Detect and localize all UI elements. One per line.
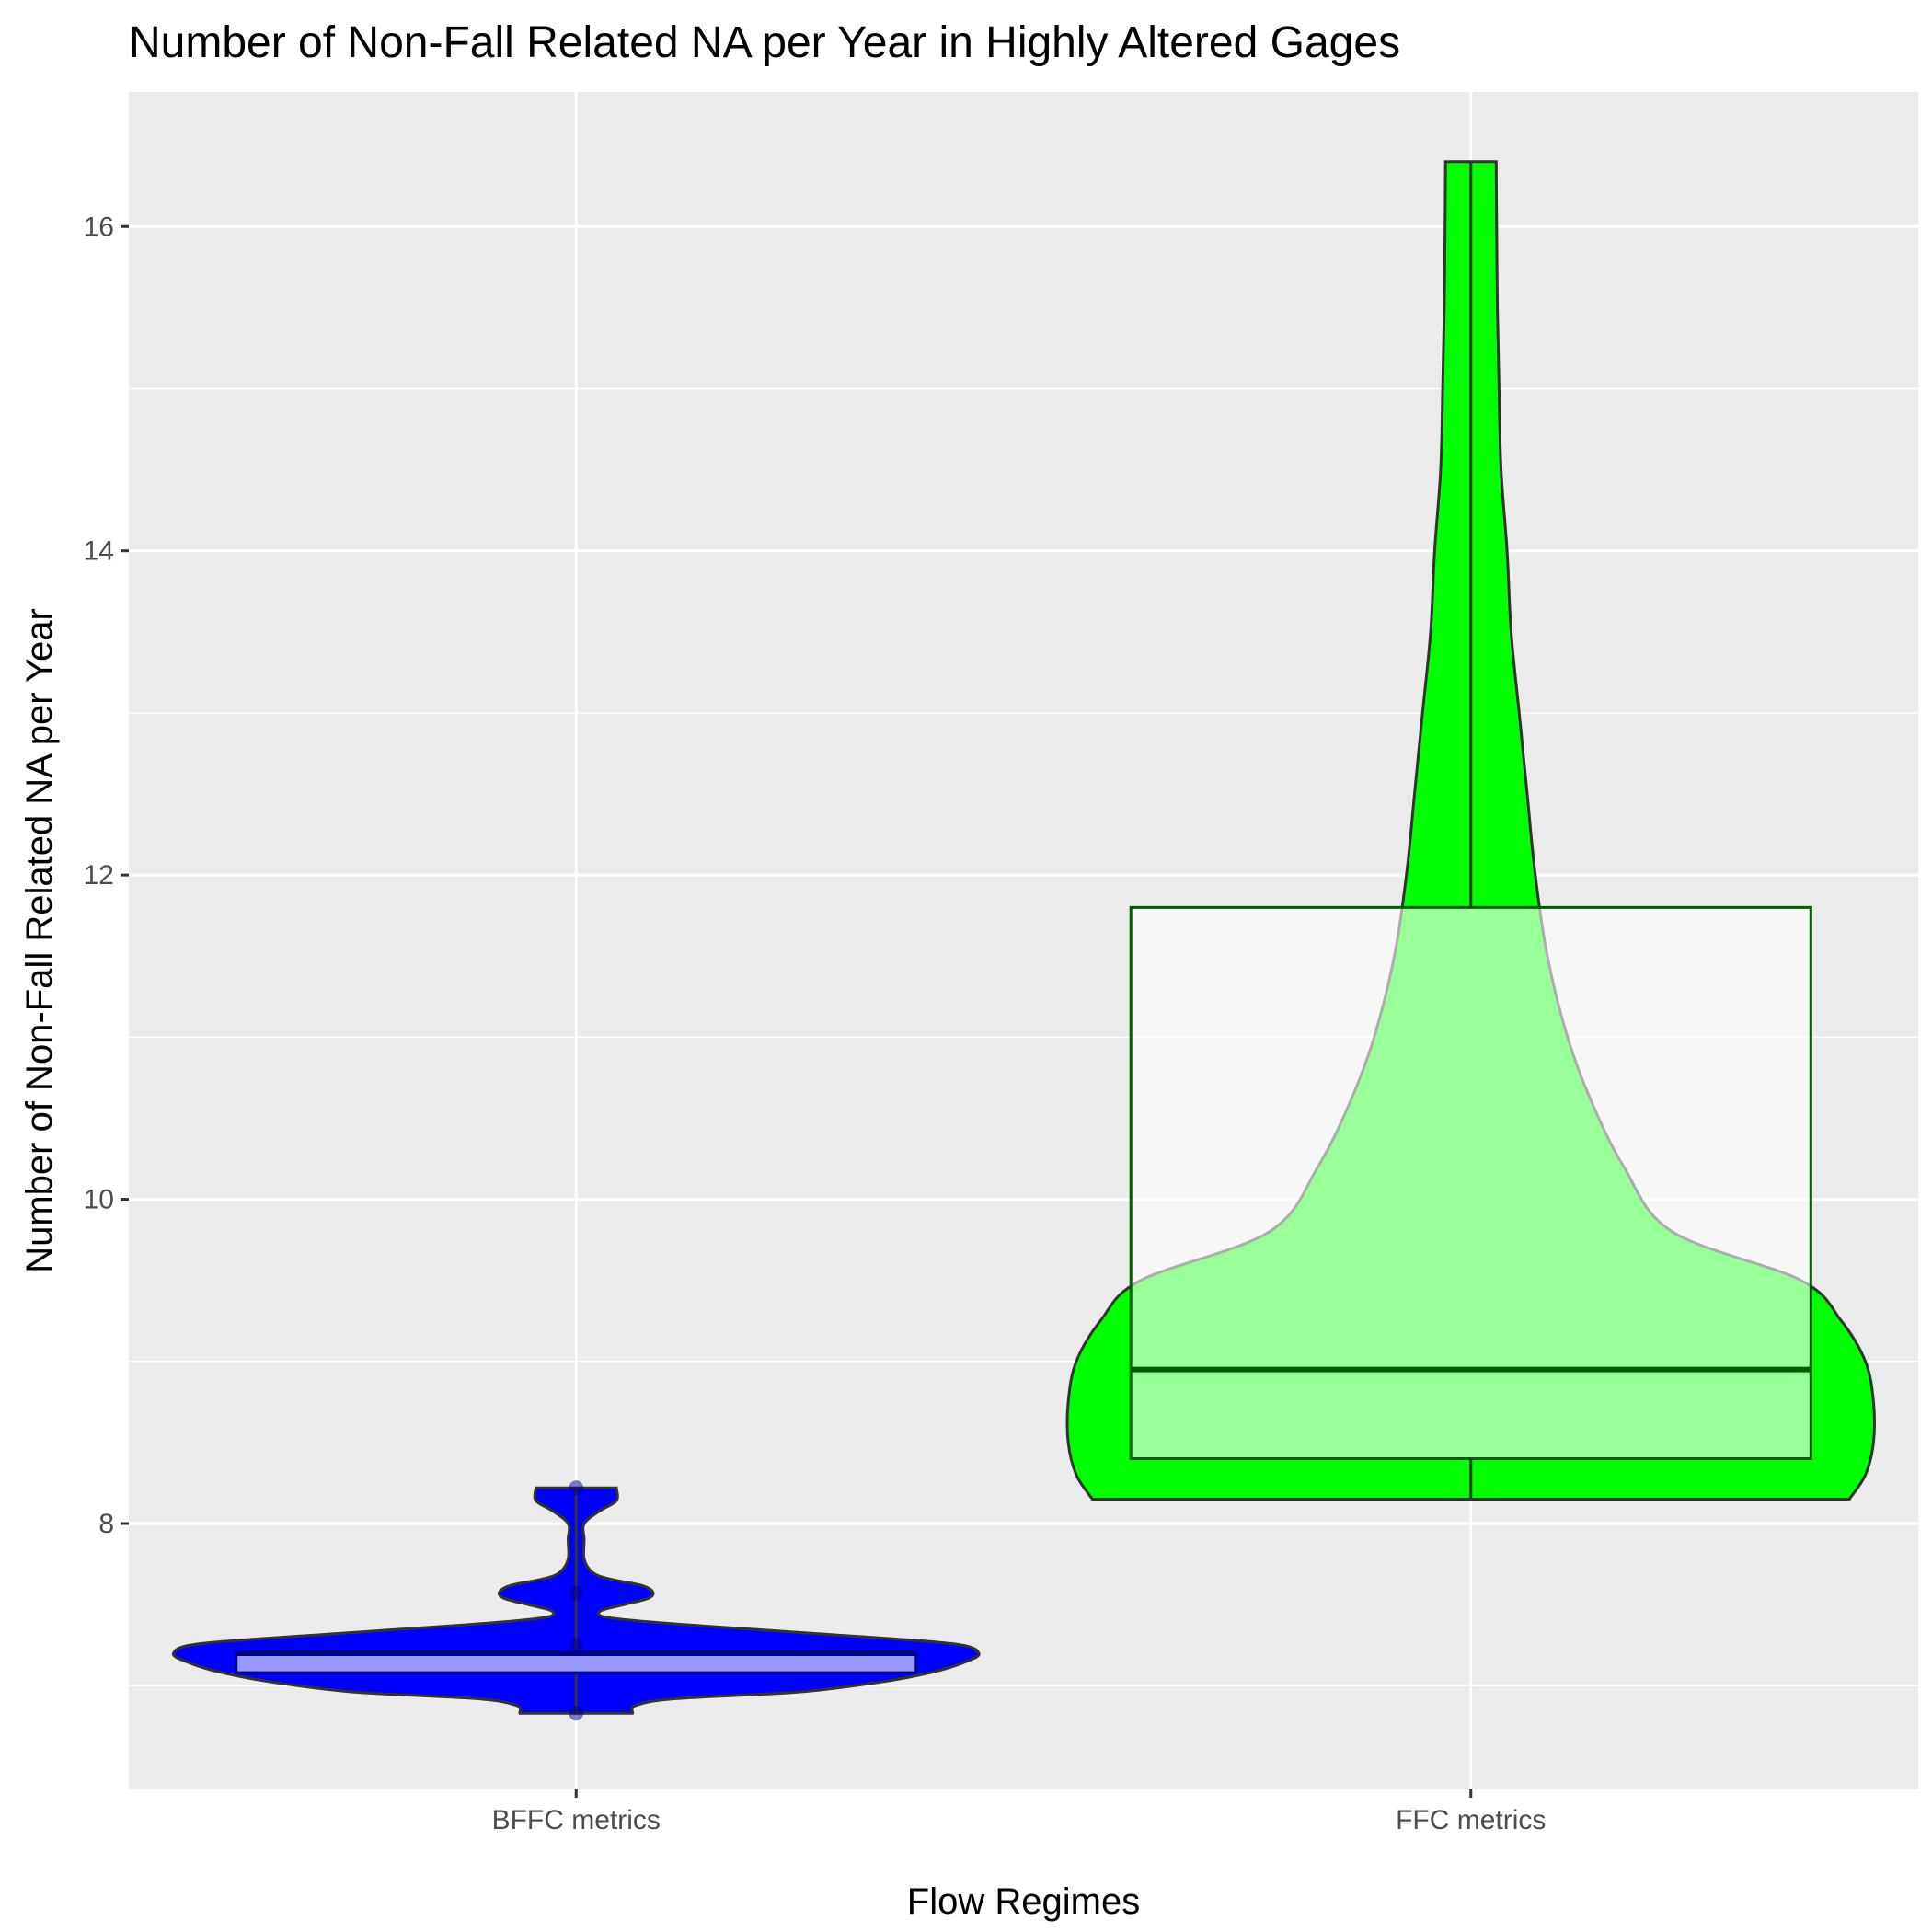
x-axis: BFFC metrics FFC metrics xyxy=(492,1789,1546,1835)
y-axis: 8 10 12 14 16 xyxy=(84,212,129,1539)
y-tick-label: 8 xyxy=(98,1509,114,1539)
box-ffc xyxy=(1129,905,1812,1461)
x-axis-title: Flow Regimes xyxy=(907,1881,1140,1922)
y-tick-label: 14 xyxy=(84,536,114,567)
y-axis-title: Number of Non-Fall Related NA per Year xyxy=(19,608,60,1273)
box-bffc xyxy=(235,1651,918,1674)
x-tick-label: FFC metrics xyxy=(1396,1805,1546,1835)
boxplot-layer xyxy=(235,161,1812,1714)
data-point xyxy=(569,1638,584,1653)
y-tick-label: 16 xyxy=(84,212,114,242)
data-point xyxy=(569,1480,584,1496)
data-point xyxy=(569,1585,584,1601)
y-tick-label: 10 xyxy=(84,1185,114,1215)
data-point xyxy=(569,1706,584,1721)
y-tick-label: 12 xyxy=(84,860,114,891)
x-tick-label: BFFC metrics xyxy=(492,1805,661,1835)
jitter-points-layer xyxy=(569,1480,584,1721)
chart-title: Number of Non-Fall Related NA per Year i… xyxy=(129,18,1400,67)
